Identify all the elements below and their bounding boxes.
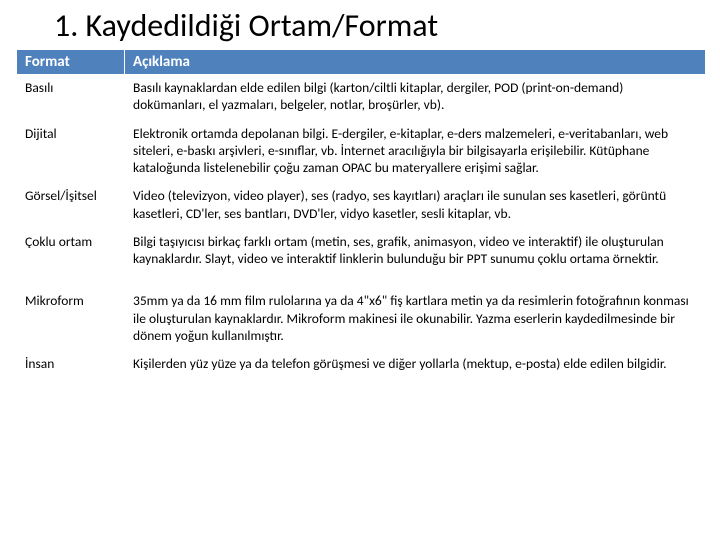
table-row: Mikroform 35mm ya da 16 mm film ruloları… xyxy=(17,288,706,351)
header-format: Format xyxy=(17,50,125,75)
header-desc: Açıklama xyxy=(125,50,706,75)
cell-format: Görsel/İşitsel xyxy=(17,183,125,229)
cell-desc: 35mm ya da 16 mm film rulolarına ya da 4… xyxy=(125,288,706,351)
table-row: Dijital Elektronik ortamda depolanan bil… xyxy=(17,120,706,183)
format-table: Format Açıklama Basılı Basılı kaynaklard… xyxy=(16,49,706,379)
cell-desc: Bilgi taşıyıcısı birkaç farklı ortam (me… xyxy=(125,228,706,288)
slide: 1. Kaydedildiği Ortam/Format Format Açık… xyxy=(0,0,720,540)
table-row: Görsel/İşitsel Video (televizyon, video … xyxy=(17,183,706,229)
cell-format: Çoklu ortam xyxy=(17,228,125,288)
cell-desc: Kişilerden yüz yüze ya da telefon görüşm… xyxy=(125,351,706,379)
table-row: Basılı Basılı kaynaklardan elde edilen b… xyxy=(17,75,706,121)
slide-title: 1. Kaydedildiği Ortam/Format xyxy=(0,0,720,49)
cell-format: İnsan xyxy=(17,351,125,379)
cell-desc: Basılı kaynaklardan elde edilen bilgi (k… xyxy=(125,75,706,121)
cell-desc: Elektronik ortamda depolanan bilgi. E-de… xyxy=(125,120,706,183)
cell-format: Dijital xyxy=(17,120,125,183)
cell-format: Mikroform xyxy=(17,288,125,351)
cell-format: Basılı xyxy=(17,75,125,121)
table-row: İnsan Kişilerden yüz yüze ya da telefon … xyxy=(17,351,706,379)
table-header-row: Format Açıklama xyxy=(17,50,706,75)
cell-desc: Video (televizyon, video player), ses (r… xyxy=(125,183,706,229)
table-row: Çoklu ortam Bilgi taşıyıcısı birkaç fark… xyxy=(17,228,706,288)
